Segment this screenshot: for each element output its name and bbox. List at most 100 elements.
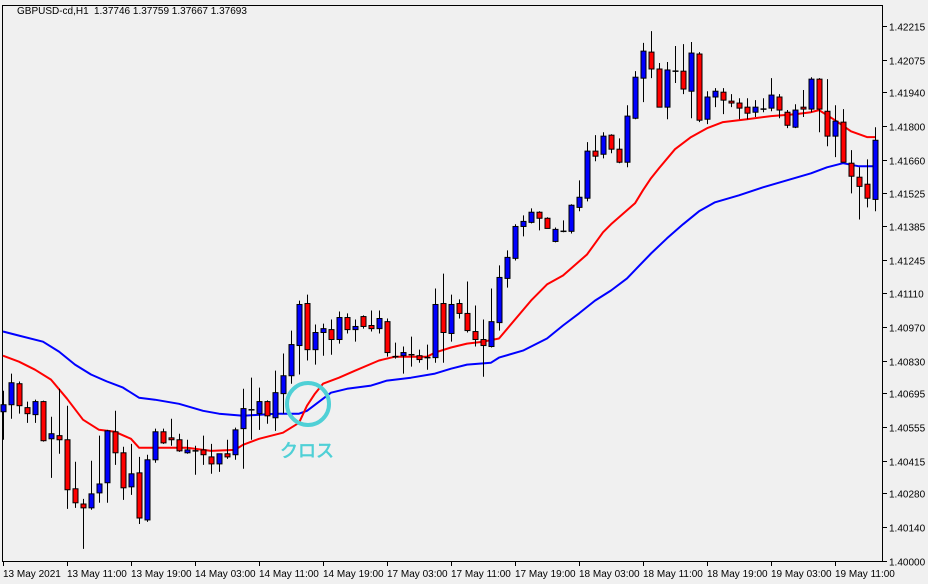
candle-body	[152, 431, 159, 461]
candle	[288, 330, 295, 384]
candle	[216, 453, 223, 472]
candle-body	[104, 430, 111, 484]
candle	[208, 443, 215, 474]
candle	[72, 461, 79, 508]
candle-body	[40, 401, 47, 442]
candle-body	[816, 78, 823, 110]
candle	[736, 98, 743, 120]
candle	[624, 105, 631, 168]
y-tick-label: 1.40555	[889, 424, 926, 435]
y-tick-label: 1.40280	[889, 490, 926, 501]
candle-body	[504, 256, 511, 279]
candle-body	[752, 106, 759, 113]
candle	[24, 401, 31, 423]
candle-body	[648, 51, 655, 70]
candle-body	[168, 437, 175, 441]
candle	[768, 78, 775, 112]
candle-body	[584, 150, 591, 199]
time-axis[interactable]: 13 May 2021 13 May 11:00 13 May 19:00 14 Ma…	[3, 562, 895, 580]
candle-body	[328, 329, 335, 341]
candle	[784, 110, 791, 129]
candle	[856, 167, 863, 220]
candle-body	[464, 312, 471, 332]
candle-body	[208, 456, 215, 465]
candle-body	[136, 472, 143, 519]
candle	[184, 439, 191, 454]
candle-body	[304, 303, 311, 351]
candle-body	[688, 52, 695, 92]
x-tick-label: 14 May 11:00	[259, 569, 319, 580]
candle-body	[88, 493, 95, 509]
candle	[504, 250, 511, 288]
candle	[464, 281, 471, 333]
candle-body	[488, 321, 495, 348]
candle	[272, 370, 279, 431]
y-tick-label: 1.40000	[889, 558, 926, 569]
candle	[312, 324, 319, 365]
candle	[408, 336, 415, 367]
candle	[32, 399, 39, 423]
candle	[392, 342, 399, 359]
candle-body	[448, 303, 455, 334]
candle-body	[280, 375, 287, 395]
candle-body	[144, 459, 151, 521]
candle	[664, 61, 671, 120]
candle	[440, 273, 447, 363]
candle-body	[256, 401, 263, 415]
candle	[200, 435, 207, 465]
candle	[424, 344, 431, 370]
candle-body	[400, 352, 407, 357]
candle	[656, 62, 663, 108]
candle	[608, 134, 615, 154]
candle-body	[872, 139, 879, 200]
candle-body	[544, 217, 551, 229]
candle-body	[640, 50, 647, 79]
candle-body	[496, 276, 503, 324]
candle-body	[344, 317, 351, 331]
candle	[88, 460, 95, 510]
candle-body	[608, 134, 615, 150]
candle-body	[536, 211, 543, 219]
candle-body	[360, 316, 367, 327]
y-tick-label: 1.40695	[889, 390, 926, 401]
candle	[480, 319, 487, 377]
candle-body	[160, 431, 167, 444]
candle-body	[824, 110, 831, 137]
candle	[192, 445, 199, 475]
circle-highlight-icon	[285, 381, 331, 428]
price-axis[interactable]: 1.42215 1.42075 1.41940 1.41800 1.41660 1.415…	[883, 23, 926, 569]
candle-body	[632, 76, 639, 119]
candle	[688, 41, 695, 119]
candle	[360, 315, 367, 329]
candle	[144, 454, 151, 522]
candle-body	[720, 91, 727, 101]
candle	[432, 288, 439, 363]
candle-body	[264, 401, 271, 417]
candle	[232, 427, 239, 460]
candle-body	[456, 303, 463, 314]
y-tick-label: 1.41660	[889, 157, 926, 168]
candle-body	[200, 449, 207, 456]
candle	[632, 71, 639, 120]
y-tick-label: 1.41525	[889, 190, 926, 201]
candle-body	[736, 102, 743, 109]
candle	[696, 52, 703, 123]
candle-body	[832, 120, 839, 137]
candle-body	[840, 121, 847, 163]
candle	[816, 78, 823, 133]
candle	[616, 138, 623, 164]
candle	[40, 400, 47, 442]
candle-body	[176, 439, 183, 452]
candle	[48, 416, 55, 478]
candle-body	[288, 344, 295, 377]
candle-body	[800, 106, 807, 110]
x-tick-label: 13 May 2021	[3, 569, 61, 580]
candle-body	[240, 408, 247, 430]
candle	[832, 105, 839, 158]
candle-body	[232, 429, 239, 456]
moving-averages	[2, 109, 875, 452]
x-tick-label: 14 May 03:00	[195, 569, 256, 580]
candle	[776, 94, 783, 119]
candle	[848, 150, 855, 194]
